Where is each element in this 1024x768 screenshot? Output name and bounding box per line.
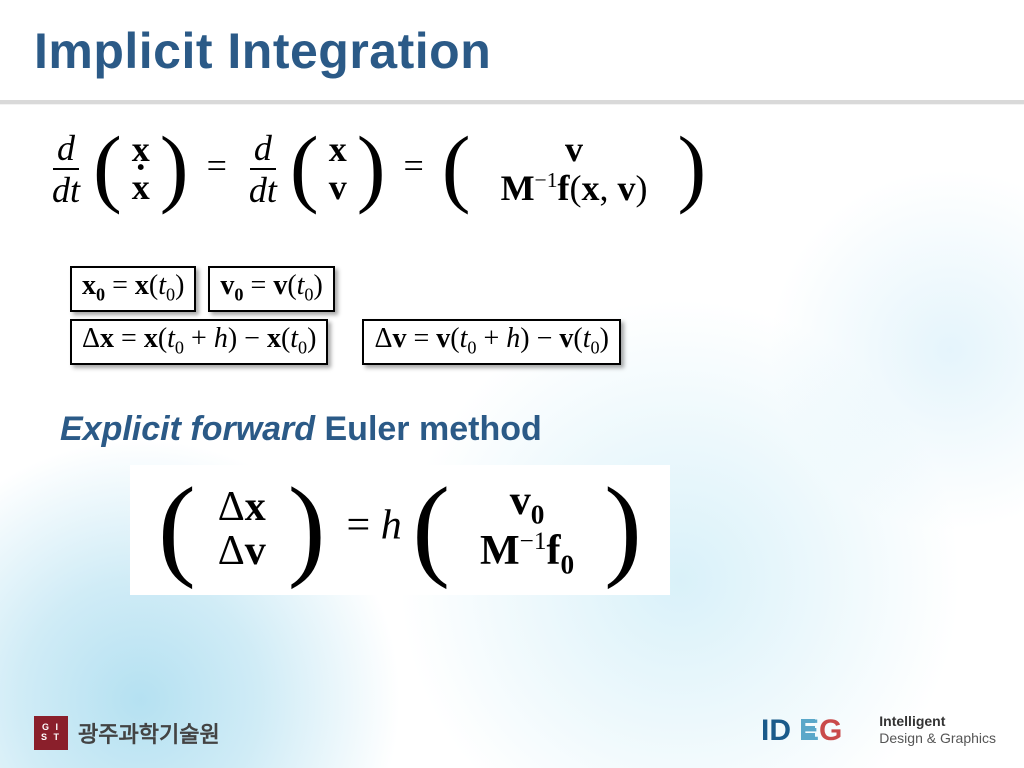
gist-badge-icon: G IS T (34, 716, 68, 750)
equation-ode: ddt (xx) = ddt (xv) = ( v M−1f(x, v) ) (48, 130, 706, 208)
slide: Implicit Integration ddt (xx) = ddt (xv)… (0, 0, 1024, 768)
institution-name: 광주과학기술원 (78, 717, 220, 749)
lab-block: ID E G Intelligent Design & Graphics (761, 710, 996, 750)
boxed-row-delta: Δx = x(t0 + h) − x(t0) Δv = v(t0 + h) − … (70, 319, 621, 365)
subtitle-rest: Euler method (315, 410, 542, 448)
box-x0: x0 = x(t0) (70, 266, 196, 312)
svg-text:E: E (799, 714, 819, 747)
svg-text:ID: ID (761, 714, 791, 747)
svg-text:G: G (819, 714, 842, 747)
box-v0: v0 = v(t0) (208, 266, 334, 312)
equation-euler: (ΔxΔv) = h ( v0 M−1f0 ) (130, 465, 670, 595)
institution-block: G IS T 광주과학기술원 (34, 716, 220, 750)
footer: G IS T 광주과학기술원 ID E G Intelligent Design… (0, 688, 1024, 768)
slide-title: Implicit Integration (34, 22, 491, 80)
title-underline (0, 100, 1024, 104)
subtitle-italic: Explicit forward (60, 410, 315, 448)
ideg-logo-icon: ID E G (761, 710, 871, 750)
subtitle-euler: Explicit forward Euler method (60, 410, 542, 449)
boxed-row-initial: x0 = x(t0) v0 = v(t0) (70, 266, 335, 312)
box-dx: Δx = x(t0 + h) − x(t0) (70, 319, 328, 365)
box-dv: Δv = v(t0 + h) − v(t0) (362, 319, 620, 365)
lab-text: Intelligent Design & Graphics (879, 713, 996, 747)
